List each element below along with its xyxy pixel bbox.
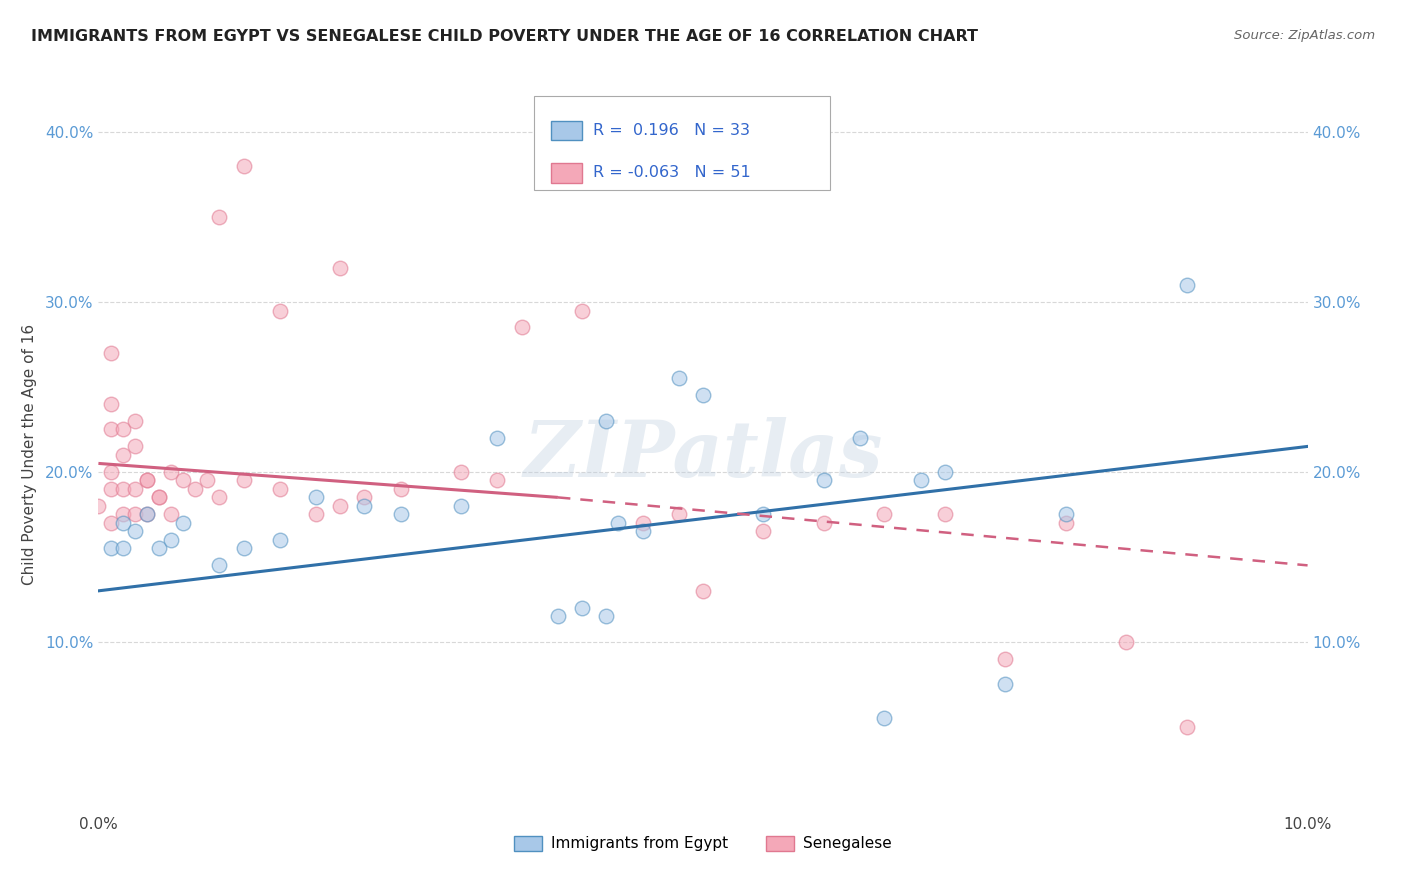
Point: [124, 482, 146, 496]
Point: [124, 439, 146, 453]
Point: [486, 431, 509, 445]
Point: [208, 210, 231, 224]
Point: [353, 499, 375, 513]
Point: [148, 541, 170, 556]
Text: IMMIGRANTS FROM EGYPT VS SENEGALESE CHILD POVERTY UNDER THE AGE OF 16 CORRELATIO: IMMIGRANTS FROM EGYPT VS SENEGALESE CHIL…: [31, 29, 979, 44]
Point: [100, 346, 122, 360]
Point: [994, 652, 1017, 666]
Point: [595, 414, 617, 428]
Point: [389, 508, 412, 522]
Point: [873, 508, 896, 522]
Point: [111, 516, 134, 530]
Point: [547, 609, 569, 624]
Point: [135, 474, 157, 488]
Point: [172, 474, 194, 488]
Text: Source: ZipAtlas.com: Source: ZipAtlas.com: [1234, 29, 1375, 42]
Point: [595, 609, 617, 624]
Point: [450, 499, 472, 513]
Point: [135, 508, 157, 522]
Point: [910, 474, 932, 488]
Point: [1115, 635, 1137, 649]
Point: [208, 491, 231, 505]
Point: [100, 516, 122, 530]
Point: [232, 159, 254, 173]
Point: [269, 482, 291, 496]
Point: [1054, 508, 1077, 522]
Y-axis label: Child Poverty Under the Age of 16: Child Poverty Under the Age of 16: [21, 325, 37, 585]
Point: [184, 482, 207, 496]
Text: R =  0.196   N = 33: R = 0.196 N = 33: [593, 123, 751, 138]
Point: [100, 541, 122, 556]
Point: [849, 431, 872, 445]
Point: [450, 465, 472, 479]
Point: [111, 482, 134, 496]
Point: [752, 508, 775, 522]
Point: [160, 533, 183, 547]
Point: [607, 516, 630, 530]
Point: [692, 583, 714, 598]
Legend: Immigrants from Egypt, Senegalese: Immigrants from Egypt, Senegalese: [508, 830, 898, 857]
Point: [160, 508, 183, 522]
Point: [232, 474, 254, 488]
Point: [389, 482, 412, 496]
Point: [1054, 516, 1077, 530]
Point: [873, 711, 896, 725]
Text: R = -0.063   N = 51: R = -0.063 N = 51: [593, 165, 751, 180]
Point: [148, 491, 170, 505]
Point: [631, 516, 654, 530]
Point: [208, 558, 231, 573]
Point: [135, 474, 157, 488]
Point: [100, 465, 122, 479]
Point: [353, 491, 375, 505]
Point: [934, 465, 956, 479]
Point: [100, 422, 122, 436]
Point: [668, 371, 690, 385]
Point: [269, 303, 291, 318]
Point: [232, 541, 254, 556]
Point: [111, 541, 134, 556]
Point: [111, 448, 134, 462]
Point: [111, 508, 134, 522]
Point: [1175, 720, 1198, 734]
Point: [124, 524, 146, 539]
Point: [305, 508, 328, 522]
Point: [486, 474, 509, 488]
Point: [752, 524, 775, 539]
Point: [329, 499, 352, 513]
Point: [100, 397, 122, 411]
Point: [813, 516, 835, 530]
Point: [934, 508, 956, 522]
Point: [668, 508, 690, 522]
Point: [172, 516, 194, 530]
Point: [135, 508, 157, 522]
Point: [269, 533, 291, 547]
Point: [160, 465, 183, 479]
Point: [571, 600, 593, 615]
Point: [510, 320, 533, 334]
Point: [87, 499, 110, 513]
Point: [124, 508, 146, 522]
Point: [994, 677, 1017, 691]
Point: [631, 524, 654, 539]
Point: [813, 474, 835, 488]
Point: [692, 388, 714, 402]
Text: ZIPatlas: ZIPatlas: [523, 417, 883, 493]
Point: [124, 414, 146, 428]
Point: [329, 260, 352, 275]
Point: [571, 303, 593, 318]
Point: [111, 422, 134, 436]
Point: [100, 482, 122, 496]
Point: [1175, 278, 1198, 293]
Point: [195, 474, 218, 488]
Point: [148, 491, 170, 505]
Point: [305, 491, 328, 505]
